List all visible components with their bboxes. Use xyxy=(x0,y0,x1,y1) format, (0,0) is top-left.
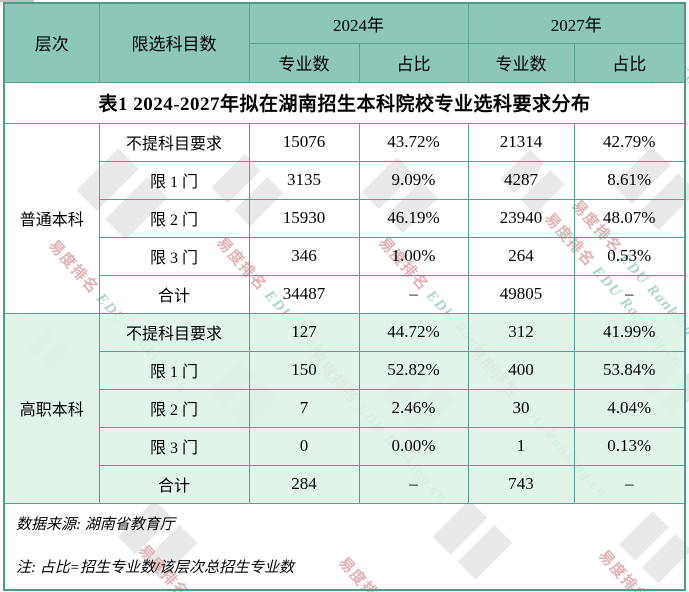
cell-majors-2024: 127 xyxy=(248,312,360,352)
table-row: 高职本科 不提科目要求 127 44.72% 312 41.99% xyxy=(3,312,686,504)
table-header: 层次 限选科目数 2024年 2027年 专业数 占比 专业数 占比 xyxy=(3,2,686,83)
cell-share-2027: 8.61% xyxy=(573,160,686,200)
cell-majors-2027: 400 xyxy=(467,350,575,390)
table-footnotes: 数据来源: 湖南省教育厅 注: 占比=招生专业数/该层次总招生专业数 xyxy=(3,502,686,590)
group-vocational-undergraduate: 高职本科 不提科目要求 127 44.72% 312 41.99% 限 1 门 … xyxy=(3,312,686,504)
cell-share-2024: 46.19% xyxy=(358,198,469,238)
cell-share-2027: 4.04% xyxy=(573,388,686,428)
cell-majors-2024: 7 xyxy=(248,388,360,428)
cell-majors-2027: 264 xyxy=(467,236,575,276)
table-row: 限 2 门 7 2.46% 30 4.04% xyxy=(4,388,686,428)
cell-majors-2024: 150 xyxy=(248,350,360,390)
row-label: 限 3 门 xyxy=(98,236,250,276)
group-regular-undergraduate: 普通本科 不提科目要求 15076 43.72% 21314 42.79% 限 … xyxy=(3,122,686,314)
level-label: 高职本科 xyxy=(3,312,100,504)
cell-majors-2027: 49805 xyxy=(467,274,575,314)
cell-majors-2024: 3135 xyxy=(248,160,360,200)
table-row: 普通本科 不提科目要求 15076 43.72% 21314 42.79% xyxy=(3,122,686,314)
cell-majors-2024: 15076 xyxy=(248,122,360,162)
cell-majors-2027: 30 xyxy=(467,388,575,428)
share-definition-note: 注: 占比=招生专业数/该层次总招生专业数 xyxy=(3,543,686,590)
cell-share-2027: 41.99% xyxy=(573,312,686,352)
cell-share-2024: 2.46% xyxy=(358,388,469,428)
table-row: 限 1 门 3135 9.09% 4287 8.61% xyxy=(4,160,686,200)
cell-share-2027: 48.07% xyxy=(573,198,686,238)
cell-share-2024: 43.72% xyxy=(358,122,469,162)
header-subject-count: 限选科目数 xyxy=(98,2,250,83)
cell-majors-2027: 743 xyxy=(467,464,575,504)
data-source-note: 数据来源: 湖南省教育厅 xyxy=(3,502,686,544)
cell-share-2024: – xyxy=(358,274,469,314)
source-row: 数据来源: 湖南省教育厅 xyxy=(3,502,686,544)
cell-share-2024: – xyxy=(358,464,469,504)
cell-share-2027: – xyxy=(573,274,686,314)
table-row-total: 合计 284 – 743 – xyxy=(4,464,686,504)
table-title-row: 表1 2024-2027年拟在湖南招生本科院校专业选科要求分布 xyxy=(3,81,686,124)
cell-majors-2027: 4287 xyxy=(467,160,575,200)
header-share-2024: 占比 xyxy=(358,42,469,83)
cell-share-2024: 1.00% xyxy=(358,236,469,276)
row-label: 不提科目要求 xyxy=(98,122,250,162)
cell-share-2027: 42.79% xyxy=(573,122,686,162)
row-label: 合计 xyxy=(98,274,250,314)
row-label: 限 1 门 xyxy=(98,350,250,390)
screen-edge-artifact xyxy=(0,0,34,2)
cell-share-2024: 0.00% xyxy=(358,426,469,466)
cell-share-2027: 53.84% xyxy=(573,350,686,390)
cell-majors-2027: 21314 xyxy=(467,122,575,162)
subject-requirement-table: 表1 2024-2027年拟在湖南招生本科院校专业选科要求分布 层次 限选科目数… xyxy=(3,2,686,591)
table-row: 限 1 门 150 52.82% 400 53.84% xyxy=(4,350,686,390)
cell-share-2024: 52.82% xyxy=(358,350,469,390)
header-row-years: 层次 限选科目数 2024年 2027年 xyxy=(3,2,686,83)
cell-share-2024: 9.09% xyxy=(358,160,469,200)
header-level: 层次 xyxy=(3,2,100,83)
row-label: 不提科目要求 xyxy=(98,312,250,352)
cell-majors-2027: 312 xyxy=(467,312,575,352)
header-year-2024: 2024年 xyxy=(248,2,469,44)
cell-share-2027: – xyxy=(573,464,686,504)
header-year-2027: 2027年 xyxy=(467,2,686,44)
row-label: 限 3 门 xyxy=(98,426,250,466)
cell-majors-2024: 34487 xyxy=(248,274,360,314)
table-row: 限 2 门 15930 46.19% 23940 48.07% xyxy=(4,198,686,238)
row-label: 限 1 门 xyxy=(98,160,250,200)
cell-majors-2024: 346 xyxy=(248,236,360,276)
cell-share-2024: 44.72% xyxy=(358,312,469,352)
cell-majors-2027: 23940 xyxy=(467,198,575,238)
header-share-2027: 占比 xyxy=(573,42,686,83)
table-row-total: 合计 34487 – 49805 – xyxy=(4,274,686,314)
row-label: 限 2 门 xyxy=(98,388,250,428)
cell-share-2027: 0.53% xyxy=(573,236,686,276)
table-row: 限 3 门 346 1.00% 264 0.53% xyxy=(4,236,686,276)
table-row: 限 3 门 0 0.00% 1 0.13% xyxy=(4,426,686,466)
cell-majors-2024: 284 xyxy=(248,464,360,504)
level-label: 普通本科 xyxy=(3,122,100,314)
header-majors-2027: 专业数 xyxy=(467,42,575,83)
cell-majors-2027: 1 xyxy=(467,426,575,466)
header-majors-2024: 专业数 xyxy=(248,42,360,83)
cell-share-2027: 0.13% xyxy=(573,426,686,466)
note-row: 注: 占比=招生专业数/该层次总招生专业数 xyxy=(3,543,686,590)
table-title-section: 表1 2024-2027年拟在湖南招生本科院校专业选科要求分布 xyxy=(3,81,686,124)
row-label: 合计 xyxy=(98,464,250,504)
row-label: 限 2 门 xyxy=(98,198,250,238)
cell-majors-2024: 15930 xyxy=(248,198,360,238)
cell-majors-2024: 0 xyxy=(248,426,360,466)
table-title: 表1 2024-2027年拟在湖南招生本科院校专业选科要求分布 xyxy=(3,81,686,124)
